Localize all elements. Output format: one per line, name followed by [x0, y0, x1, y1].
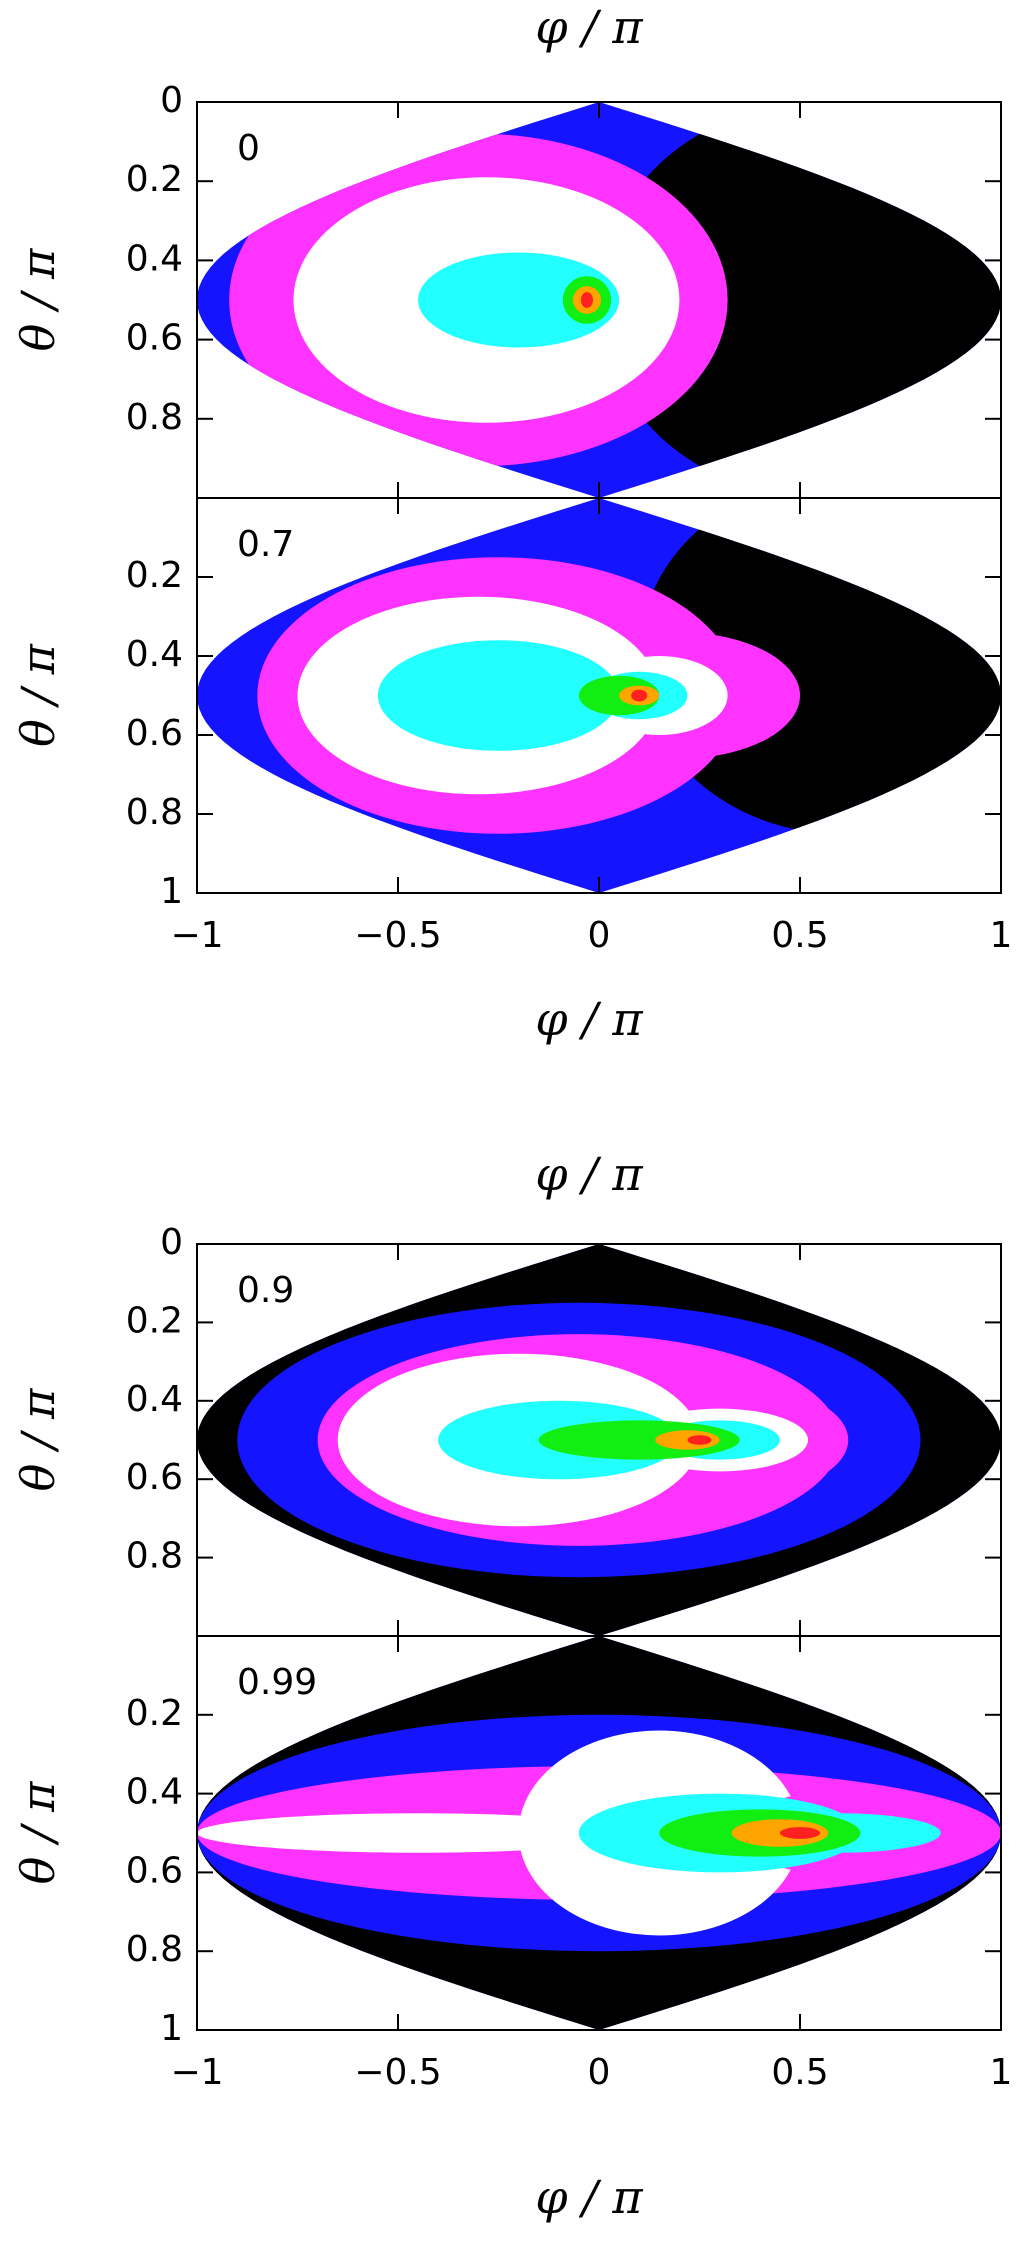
y-axis-label: θ / π	[11, 248, 65, 351]
y-tick-label: 0	[160, 1222, 183, 1263]
density-contour	[377, 640, 620, 751]
x-axis-label: φ / π	[535, 992, 643, 1046]
map-panel	[197, 102, 1001, 498]
panel-annotation: 0.9	[237, 1270, 294, 1311]
map-panel	[197, 498, 1001, 893]
density-map	[197, 1636, 1001, 2030]
y-tick-label: 0.6	[126, 1850, 183, 1891]
y-tick-label: 0.8	[126, 397, 183, 438]
map-panel	[197, 1636, 1001, 2030]
y-tick-label: 0.2	[126, 1300, 183, 1341]
panel-annotation: 0.7	[237, 524, 294, 565]
x-axis-label: φ / π	[535, 2170, 643, 2224]
y-tick-label: 0.6	[126, 1457, 183, 1498]
x-tick-label: 1	[990, 2052, 1013, 2093]
x-tick-label: −1	[170, 915, 223, 956]
density-contour	[578, 675, 660, 716]
x-tick-label: 0	[588, 2052, 611, 2093]
y-tick-label: 0.4	[126, 238, 183, 279]
density-contour	[631, 689, 648, 702]
y-tick-label: 0.6	[126, 713, 183, 754]
y-tick-label: 0.4	[126, 1772, 183, 1813]
y-axis-label: θ / π	[11, 1388, 65, 1491]
x-tick-label: 0.5	[771, 2052, 828, 2093]
x-axis-label: φ / π	[535, 1147, 643, 1201]
x-tick-label: 0	[588, 915, 611, 956]
map-panel	[197, 1244, 1001, 1636]
x-axis-label: φ / π	[535, 0, 643, 54]
panel-annotation: 0.99	[237, 1662, 317, 1703]
panel-annotation: 0	[237, 128, 260, 169]
density-map	[197, 1244, 1001, 1636]
y-tick-label: 1	[160, 2008, 183, 2049]
y-tick-label: 0.8	[126, 1929, 183, 1970]
y-tick-label: 0.2	[126, 1693, 183, 1734]
y-axis-label: θ / π	[11, 643, 65, 746]
density-contour	[687, 1435, 712, 1445]
y-tick-label: 0.4	[126, 634, 183, 675]
density-contour	[418, 252, 620, 348]
y-axis-label: θ / π	[11, 1781, 65, 1884]
x-tick-label: −0.5	[354, 915, 441, 956]
y-tick-label: 0.4	[126, 1379, 183, 1420]
y-tick-label: 0.8	[126, 1536, 183, 1577]
y-tick-label: 1	[160, 871, 183, 912]
x-tick-label: −0.5	[354, 2052, 441, 2093]
y-tick-label: 0.6	[126, 318, 183, 359]
y-tick-label: 0.8	[126, 792, 183, 833]
x-tick-label: 0.5	[771, 915, 828, 956]
y-tick-label: 0	[160, 80, 183, 121]
density-contour	[779, 1827, 821, 1839]
y-tick-label: 0.2	[126, 159, 183, 200]
density-contour	[580, 292, 593, 308]
x-tick-label: −1	[170, 2052, 223, 2093]
x-tick-label: 1	[990, 915, 1013, 956]
density-contour	[538, 1420, 740, 1460]
y-tick-label: 0.2	[126, 555, 183, 596]
